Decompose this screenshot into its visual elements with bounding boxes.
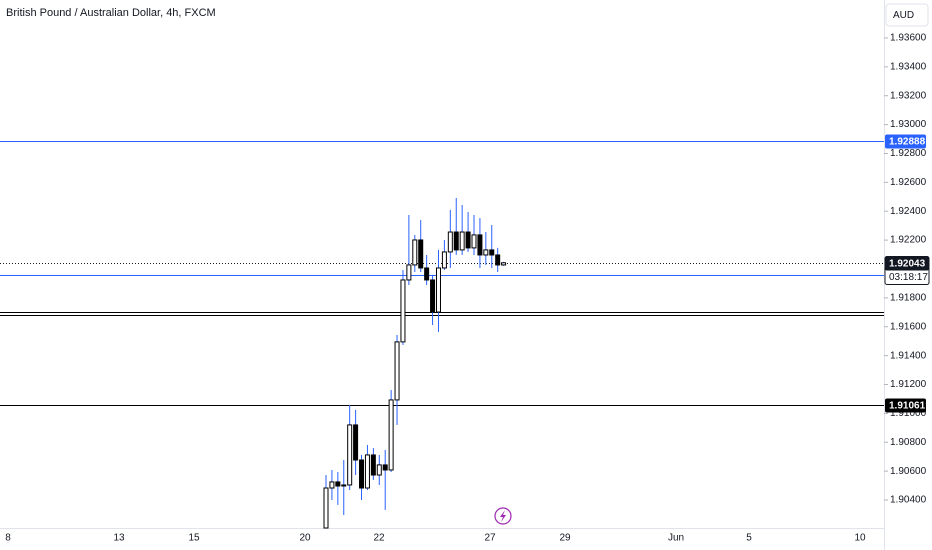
candle-body xyxy=(353,424,359,461)
y-tick-label: 1.91200 xyxy=(890,379,927,390)
replay-icon[interactable] xyxy=(494,507,512,525)
y-tick-label: 1.92400 xyxy=(890,206,927,217)
x-tick-label: 13 xyxy=(113,533,125,544)
y-tick-label: 1.93200 xyxy=(890,90,927,101)
candle-body xyxy=(329,481,335,489)
countdown-label: 03:18:17 xyxy=(889,272,928,283)
candle-body xyxy=(394,341,400,401)
candle-body xyxy=(412,239,418,266)
candle-body xyxy=(465,231,471,249)
candle-body xyxy=(400,279,406,343)
candle-body xyxy=(388,399,394,471)
candle-body xyxy=(501,262,507,266)
y-tick-label: 1.91600 xyxy=(890,321,927,332)
candle-body xyxy=(471,234,477,249)
candle-body xyxy=(370,454,376,476)
candle-body xyxy=(347,424,353,486)
candle-body xyxy=(477,234,483,256)
x-tick-label: Jun xyxy=(668,533,684,544)
candle-body xyxy=(447,231,453,253)
y-tick-label: 1.90800 xyxy=(890,437,927,448)
candle-body xyxy=(341,484,347,487)
candle-body xyxy=(382,464,388,471)
y-tick-label: 1.91800 xyxy=(890,292,927,303)
chart-title: British Pound / Australian Dollar, 4h, F… xyxy=(6,7,216,19)
candle-body xyxy=(359,459,365,489)
candle-body xyxy=(430,279,436,313)
current-price-label: 1.92043 xyxy=(889,259,926,270)
x-tick-label: 5 xyxy=(746,533,752,544)
candle-body xyxy=(495,254,501,266)
candle-body xyxy=(483,249,489,256)
x-tick-label: 27 xyxy=(484,533,496,544)
price-badge xyxy=(885,398,926,413)
currency-button[interactable] xyxy=(885,3,929,27)
current-price-fill xyxy=(885,256,929,271)
candle-body xyxy=(376,464,382,476)
y-tick-label: 1.90600 xyxy=(890,466,927,477)
y-tick-label: 1.93400 xyxy=(890,61,927,72)
candle-body xyxy=(435,267,441,313)
price-badge-label: 1.91061 xyxy=(889,401,926,412)
candle-body xyxy=(335,481,341,487)
price-badge-label: 1.92888 xyxy=(889,137,926,148)
y-tick-label: 1.92600 xyxy=(890,177,927,188)
y-tick-label: 1.93000 xyxy=(890,119,927,130)
candle-body xyxy=(489,249,495,256)
x-tick-label: 22 xyxy=(373,533,385,544)
x-tick-label: 10 xyxy=(854,533,866,544)
x-tick-label: 29 xyxy=(559,533,571,544)
x-tick-label: 20 xyxy=(299,533,311,544)
candle-body xyxy=(323,487,329,529)
x-tick-label: 8 xyxy=(5,533,11,544)
y-tick-label: 1.90400 xyxy=(890,495,927,506)
y-tick-label: 1.92200 xyxy=(890,235,927,246)
candle-body xyxy=(406,264,412,281)
y-tick-label: 1.91400 xyxy=(890,350,927,361)
candle-body xyxy=(459,231,465,251)
candle-body xyxy=(364,454,370,489)
candle-body xyxy=(424,267,430,281)
candle-body xyxy=(453,231,459,251)
candle-body xyxy=(441,251,447,269)
y-tick-label: 1.91000 xyxy=(890,408,927,419)
currency-label[interactable]: AUD xyxy=(893,10,914,21)
y-tick-label: 1.93600 xyxy=(890,33,927,44)
x-tick-label: 15 xyxy=(188,533,200,544)
candle-body xyxy=(418,239,424,269)
y-tick-label: 1.92800 xyxy=(890,148,927,159)
price-badge xyxy=(885,134,926,149)
